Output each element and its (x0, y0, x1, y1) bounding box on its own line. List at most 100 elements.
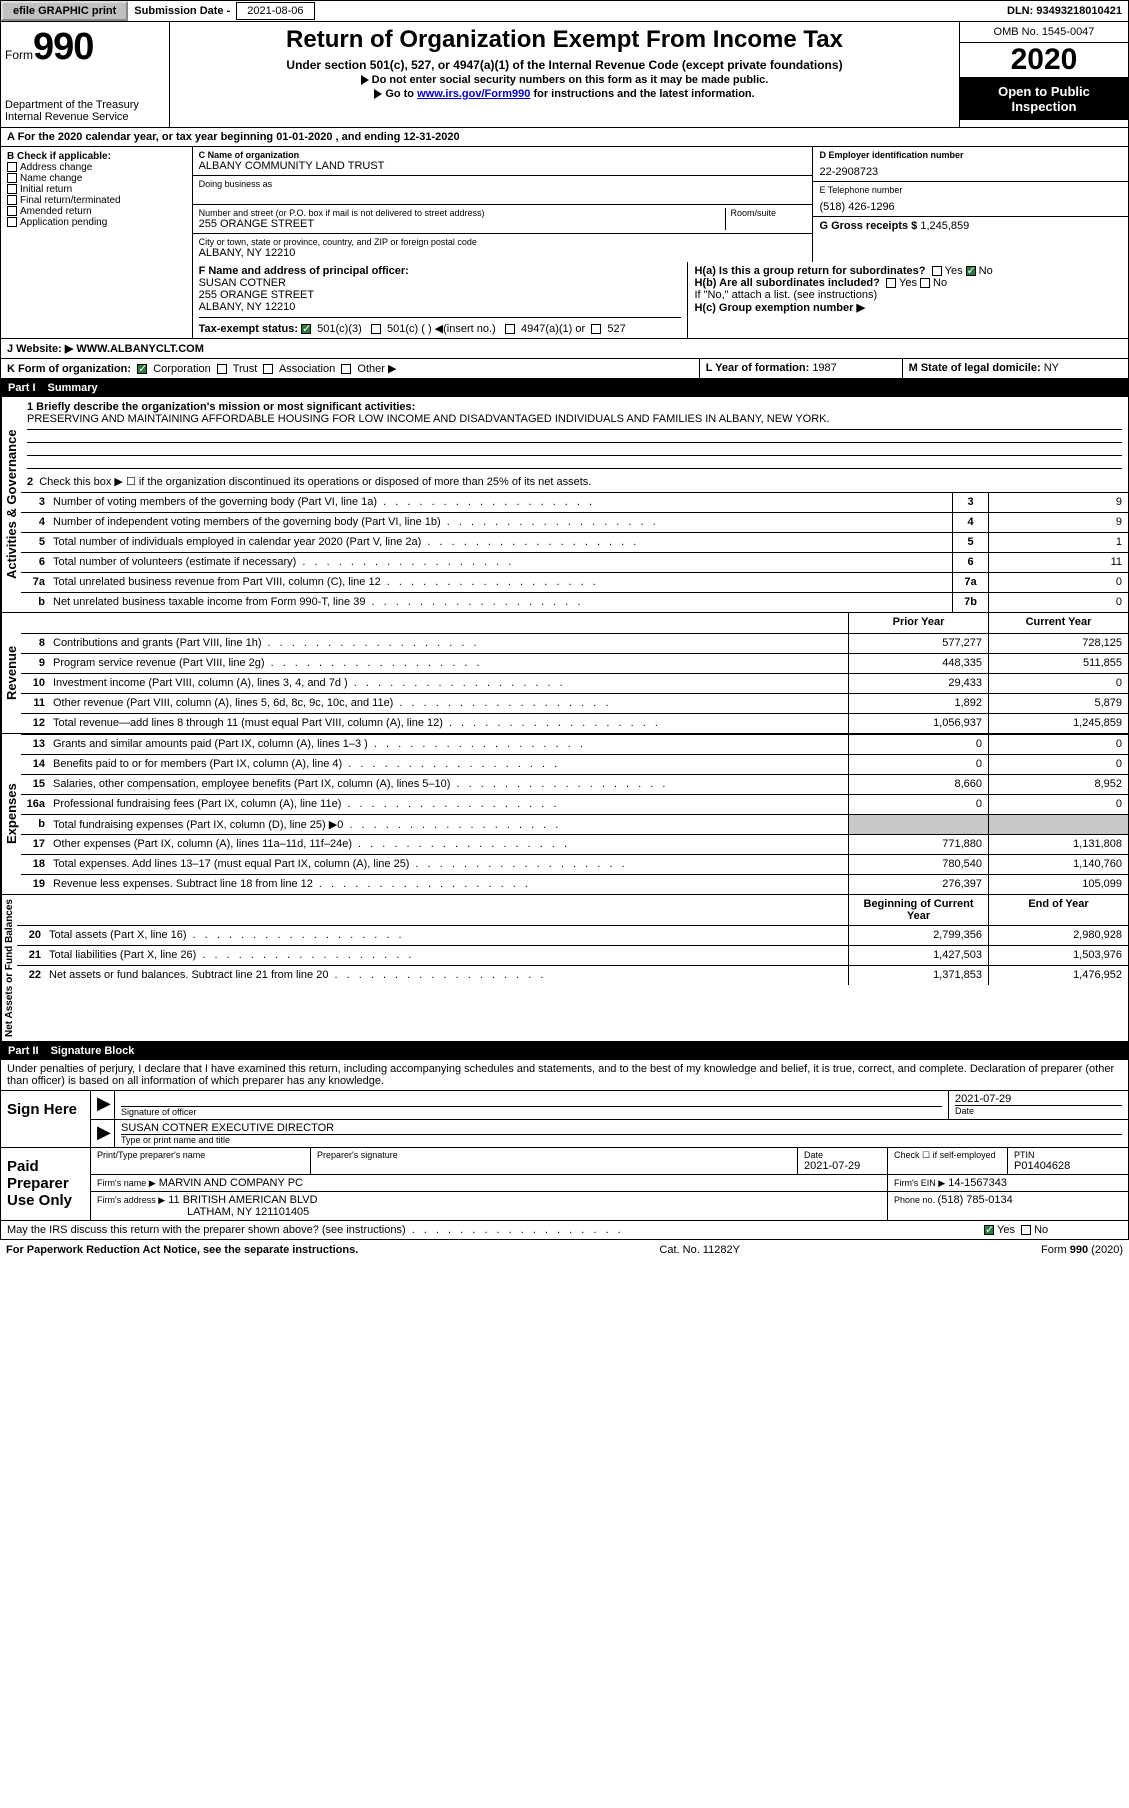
check-other[interactable] (341, 364, 351, 374)
dept-irs: Internal Revenue Service (5, 111, 165, 123)
check-address[interactable]: Address change (7, 162, 186, 173)
row-fh: F Name and address of principal officer:… (0, 262, 1129, 339)
line-num: 21 (17, 946, 45, 965)
table-row: 22Net assets or fund balances. Subtract … (17, 965, 1128, 985)
opt-527: 527 (607, 323, 625, 335)
discuss-yes[interactable] (984, 1225, 994, 1235)
opt-other: Other ▶ (357, 363, 396, 375)
firm-addr1: 11 BRITISH AMERICAN BLVD (168, 1194, 317, 1206)
table-row: 5Total number of individuals employed in… (21, 532, 1128, 552)
tax-exempt-label: Tax-exempt status: (199, 323, 298, 335)
line-desc: Number of independent voting members of … (49, 513, 952, 532)
check-assoc[interactable] (263, 364, 273, 374)
line-desc: Revenue less expenses. Subtract line 18 … (49, 875, 848, 894)
penalty-statement: Under penalties of perjury, I declare th… (0, 1060, 1129, 1091)
current-year: 105,099 (988, 875, 1128, 894)
col-current-year: Current Year (988, 613, 1128, 633)
self-employed[interactable]: Check ☐ if self-employed (888, 1148, 1008, 1174)
table-row: 7aTotal unrelated business revenue from … (21, 572, 1128, 592)
line-num: 13 (21, 735, 49, 754)
check-501c[interactable] (371, 324, 381, 334)
check-name[interactable]: Name change (7, 173, 186, 184)
website-value: WWW.ALBANYCLT.COM (76, 343, 204, 355)
ein-value: 22-2908723 (819, 166, 1122, 178)
officer-label: F Name and address of principal officer: (199, 265, 682, 277)
prior-year: 448,335 (848, 654, 988, 673)
discuss-row: May the IRS discuss this return with the… (0, 1221, 1129, 1240)
line-num: 14 (21, 755, 49, 774)
line-desc: Professional fundraising fees (Part IX, … (49, 795, 848, 814)
check-initial[interactable]: Initial return (7, 184, 186, 195)
line-num: 7a (21, 573, 49, 592)
prior-year: 0 (848, 795, 988, 814)
irs-link[interactable]: www.irs.gov/Form990 (417, 88, 530, 100)
line-box: 4 (952, 513, 988, 532)
check-trust[interactable] (217, 364, 227, 374)
table-row: 17Other expenses (Part IX, column (A), l… (21, 834, 1128, 854)
check-final[interactable]: Final return/terminated (7, 195, 186, 206)
prior-year: 0 (848, 755, 988, 774)
part-2-header: Part II Signature Block (0, 1042, 1129, 1060)
prior-year: 29,433 (848, 674, 988, 693)
addr-label: Number and street (or P.O. box if mail i… (199, 208, 722, 218)
table-row: 18Total expenses. Add lines 13–17 (must … (21, 854, 1128, 874)
vlabel-governance: Activities & Governance (1, 397, 21, 612)
line-num: 6 (21, 553, 49, 572)
col-end: End of Year (988, 895, 1128, 925)
discuss-text: May the IRS discuss this return with the… (7, 1224, 406, 1236)
line-1-label: 1 Briefly describe the organization's mi… (27, 401, 1122, 413)
hb-yes[interactable] (886, 278, 896, 288)
check-501c3[interactable] (301, 324, 311, 334)
ha-no[interactable] (966, 266, 976, 276)
h-b-note: If "No," attach a list. (see instruction… (694, 289, 1122, 301)
prior-year: 780,540 (848, 855, 988, 874)
table-row: 12Total revenue—add lines 8 through 11 (… (21, 713, 1128, 733)
line-num: 5 (21, 533, 49, 552)
ha-yes[interactable] (932, 266, 942, 276)
efile-button[interactable]: efile GRAPHIC print (1, 1, 128, 21)
line-num: 22 (17, 966, 45, 985)
line-value: 9 (988, 493, 1128, 512)
check-4947[interactable] (505, 324, 515, 334)
street-address: 255 ORANGE STREET (199, 218, 722, 230)
line-box: 3 (952, 493, 988, 512)
sign-here-label: Sign Here (1, 1091, 91, 1147)
line-box: 5 (952, 533, 988, 552)
line-num: 9 (21, 654, 49, 673)
table-row: 3Number of voting members of the governi… (21, 492, 1128, 512)
line-desc: Total expenses. Add lines 13–17 (must eq… (49, 855, 848, 874)
prior-year (848, 815, 988, 834)
line-desc: Total number of volunteers (estimate if … (49, 553, 952, 572)
table-row: bTotal fundraising expenses (Part IX, co… (21, 814, 1128, 834)
line-desc: Program service revenue (Part VIII, line… (49, 654, 848, 673)
org-name: ALBANY COMMUNITY LAND TRUST (199, 160, 807, 172)
line-box: 7a (952, 573, 988, 592)
prior-year: 0 (848, 735, 988, 754)
check-corp[interactable] (137, 364, 147, 374)
line-value: 0 (988, 573, 1128, 592)
info-block: B Check if applicable: Address change Na… (0, 147, 1129, 262)
prior-year: 771,880 (848, 835, 988, 854)
room-label: Room/suite (730, 208, 806, 218)
vlabel-net: Net Assets or Fund Balances (1, 895, 17, 1041)
line-desc: Net assets or fund balances. Subtract li… (45, 966, 848, 985)
check-amended[interactable]: Amended return (7, 206, 186, 217)
sign-here-block: Sign Here ▶ Signature of officer 2021-07… (0, 1091, 1129, 1148)
check-pending[interactable]: Application pending (7, 217, 186, 228)
check-527[interactable] (591, 324, 601, 334)
part-1-header: Part I Summary (0, 379, 1129, 397)
current-year: 1,140,760 (988, 855, 1128, 874)
line-value: 9 (988, 513, 1128, 532)
prep-sig-label: Preparer's signature (317, 1150, 791, 1160)
current-year (988, 815, 1128, 834)
form-label: Form (5, 48, 33, 62)
hb-no[interactable] (920, 278, 930, 288)
prep-name-label: Print/Type preparer's name (97, 1150, 304, 1160)
ptin: P01404628 (1014, 1160, 1122, 1172)
prep-date-label: Date (804, 1150, 881, 1160)
line-desc: Total fundraising expenses (Part IX, col… (49, 815, 848, 834)
line-box: 7b (952, 593, 988, 612)
discuss-no[interactable] (1021, 1225, 1031, 1235)
sig-date-label: Date (955, 1106, 1122, 1116)
line-num: 11 (21, 694, 49, 713)
